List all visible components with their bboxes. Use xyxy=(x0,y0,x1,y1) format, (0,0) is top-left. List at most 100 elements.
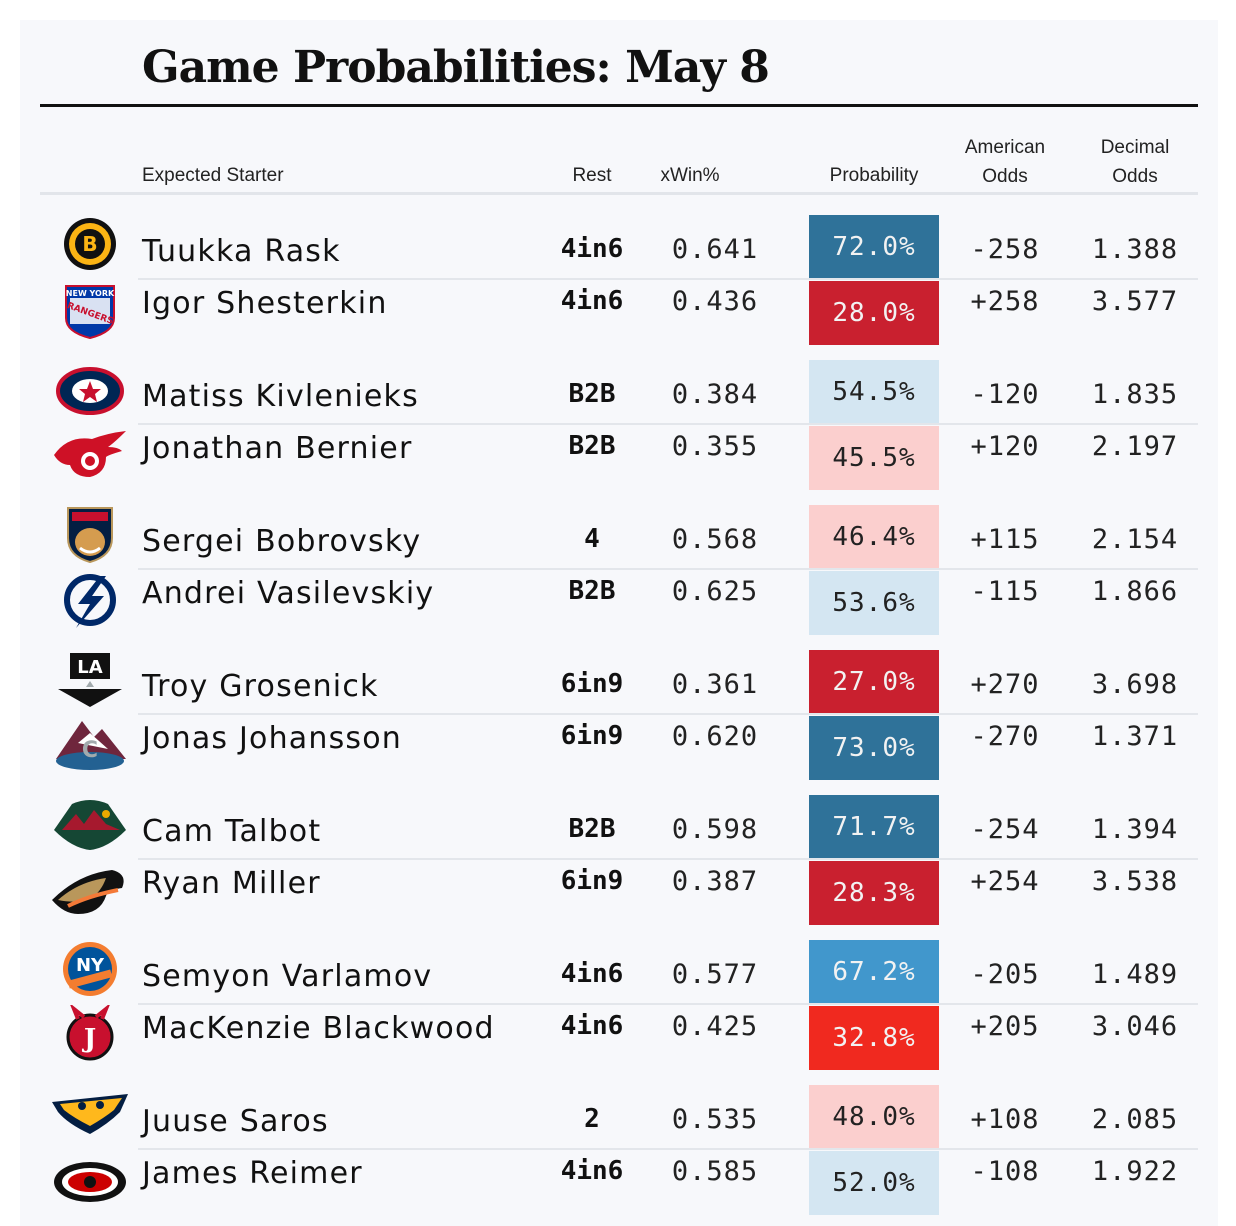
row-separator xyxy=(138,713,1198,715)
rest-value: 2 xyxy=(584,1104,600,1134)
starter-name: Igor Shesterkin xyxy=(142,286,388,321)
starter-name: Jonathan Bernier xyxy=(142,431,413,466)
american-odds-value: -115 xyxy=(970,576,1040,607)
predators-logo-icon xyxy=(52,1094,128,1134)
rest-value: 4 xyxy=(584,524,600,554)
row-separator xyxy=(138,568,1198,570)
probability-cell: 52.0% xyxy=(809,1151,939,1215)
american-odds-value: -270 xyxy=(970,721,1040,752)
header-expected-starter: Expected Starter xyxy=(142,165,284,186)
american-odds-value: +205 xyxy=(970,1011,1040,1042)
xwin-value: 0.436 xyxy=(671,286,759,317)
header-xwin: xWin% xyxy=(660,165,720,186)
rest-value: 4in6 xyxy=(560,1156,624,1186)
team-logo: B xyxy=(48,214,132,274)
team-logo xyxy=(48,570,132,630)
probability-cell: 67.2% xyxy=(809,940,939,1004)
lightning-logo-icon xyxy=(64,574,116,628)
svg-text:LA: LA xyxy=(77,657,102,678)
starter-name: Jonas Johansson xyxy=(142,721,403,756)
row-separator xyxy=(138,423,1198,425)
xwin-value: 0.387 xyxy=(671,866,759,897)
header-american-odds: American Odds xyxy=(964,137,1046,187)
hurricanes-logo-icon xyxy=(54,1162,126,1202)
american-odds-value: +254 xyxy=(970,866,1040,897)
starter-name: Matiss Kivlenieks xyxy=(142,379,419,414)
xwin-value: 0.577 xyxy=(671,959,759,990)
ducks-logo-icon xyxy=(52,870,124,914)
rest-value: B2B xyxy=(568,431,616,461)
devils-logo-icon: J xyxy=(66,1005,114,1061)
probability-cell: 73.0% xyxy=(809,716,939,780)
islanders-logo-icon: NY xyxy=(63,942,117,996)
rest-value: B2B xyxy=(568,379,616,409)
team-logo: J xyxy=(48,1005,132,1065)
american-odds-value: -120 xyxy=(970,379,1040,410)
bruins-logo-icon: B xyxy=(64,218,116,270)
page-title: Game Probabilities: May 8 xyxy=(142,42,770,93)
blue-jackets-logo-icon xyxy=(56,367,124,415)
american-odds-value: +115 xyxy=(970,524,1040,555)
starter-name: Semyon Varlamov xyxy=(142,959,433,994)
rest-value: 6in9 xyxy=(560,866,624,896)
probability-cell: 27.0% xyxy=(809,650,939,714)
team-logo xyxy=(48,1084,132,1144)
team-logo: NY xyxy=(48,939,132,999)
xwin-value: 0.535 xyxy=(671,1104,759,1135)
decimal-odds-value: 1.371 xyxy=(1091,721,1179,752)
team-logo: C xyxy=(48,715,132,775)
probability-cell: 48.0% xyxy=(809,1085,939,1149)
xwin-value: 0.384 xyxy=(671,379,759,410)
panthers-logo-icon xyxy=(67,507,113,564)
rest-value: 4in6 xyxy=(560,234,624,264)
american-odds-value: +120 xyxy=(970,431,1040,462)
svg-text:C: C xyxy=(82,738,98,763)
starter-name: James Reimer xyxy=(142,1156,363,1191)
decimal-odds-value: 2.154 xyxy=(1091,524,1179,555)
svg-text:B: B xyxy=(82,232,97,256)
american-odds-value: +258 xyxy=(970,286,1040,317)
xwin-value: 0.598 xyxy=(671,814,759,845)
row-separator xyxy=(138,1003,1198,1005)
header-rule xyxy=(40,192,1198,195)
team-logo xyxy=(48,359,132,419)
starter-name: MacKenzie Blackwood xyxy=(142,1011,495,1046)
xwin-value: 0.355 xyxy=(671,431,759,462)
xwin-value: 0.585 xyxy=(671,1156,759,1187)
american-odds-value: -108 xyxy=(970,1156,1040,1187)
probability-cell: 53.6% xyxy=(809,571,939,635)
rest-value: 6in9 xyxy=(560,721,624,751)
row-separator xyxy=(138,1148,1198,1150)
probability-cell: 72.0% xyxy=(809,215,939,279)
decimal-odds-value: 1.866 xyxy=(1091,576,1179,607)
american-odds-value: +108 xyxy=(970,1104,1040,1135)
starter-name: Cam Talbot xyxy=(142,814,322,849)
probability-cell: 45.5% xyxy=(809,426,939,490)
decimal-odds-value: 1.489 xyxy=(1091,959,1179,990)
kings-logo-icon: LA xyxy=(58,653,122,707)
rest-value: 4in6 xyxy=(560,286,624,316)
row-separator xyxy=(138,278,1198,280)
xwin-value: 0.568 xyxy=(671,524,759,555)
probability-cell: 71.7% xyxy=(809,795,939,859)
american-odds-value: -205 xyxy=(970,959,1040,990)
xwin-value: 0.620 xyxy=(671,721,759,752)
xwin-value: 0.641 xyxy=(671,234,759,265)
decimal-odds-value: 3.577 xyxy=(1091,286,1179,317)
decimal-odds-value: 1.388 xyxy=(1091,234,1179,265)
starter-name: Sergei Bobrovsky xyxy=(142,524,422,559)
starter-name: Troy Grosenick xyxy=(142,669,379,704)
header-rest: Rest xyxy=(572,165,612,186)
decimal-odds-value: 2.197 xyxy=(1091,431,1179,462)
wild-logo-icon xyxy=(54,800,126,850)
header-decimal-odds: Decimal Odds xyxy=(1100,137,1170,187)
probability-cell: 54.5% xyxy=(809,360,939,424)
rest-value: 4in6 xyxy=(560,1011,624,1041)
xwin-value: 0.361 xyxy=(671,669,759,700)
decimal-odds-value: 2.085 xyxy=(1091,1104,1179,1135)
decimal-odds-value: 3.698 xyxy=(1091,669,1179,700)
header-probability: Probability xyxy=(829,165,919,186)
probability-cell: 46.4% xyxy=(809,505,939,569)
american-odds-value: -254 xyxy=(970,814,1040,845)
